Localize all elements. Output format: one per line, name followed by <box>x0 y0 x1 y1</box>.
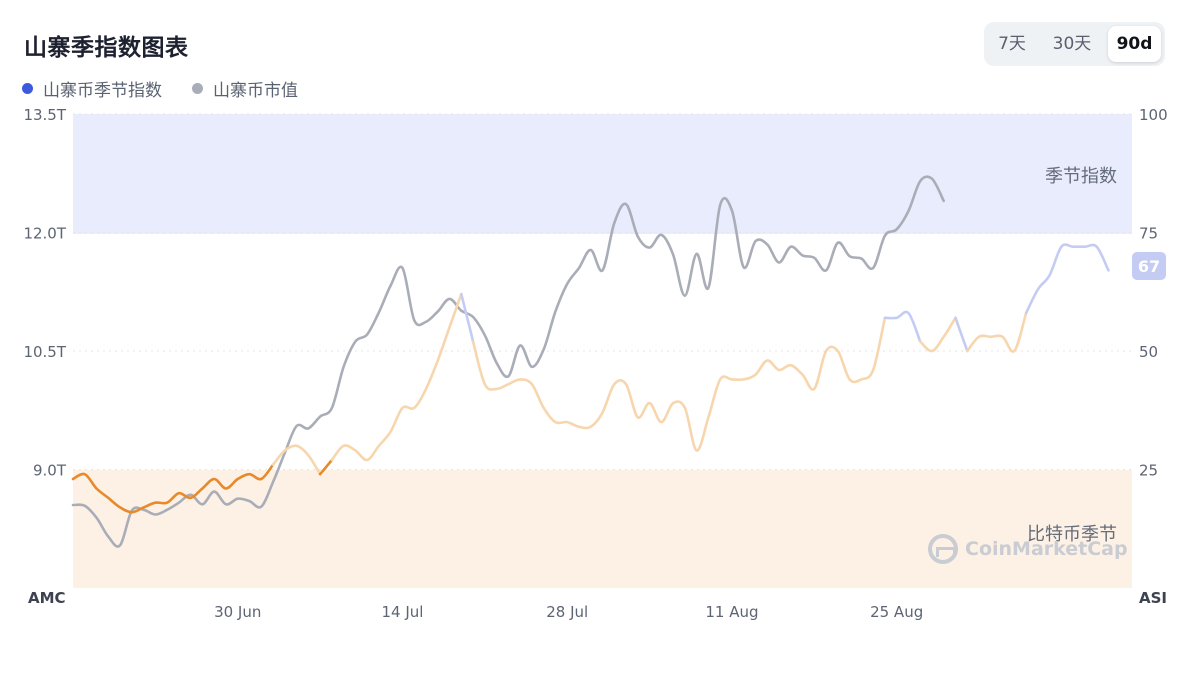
right-axis-tick: 100 <box>1139 106 1168 124</box>
right-axis-tick: 50 <box>1139 343 1158 361</box>
series-line-index-segment <box>471 316 887 452</box>
left-axis-tick: 10.5T <box>23 343 66 361</box>
legend-dot-index <box>22 83 33 94</box>
series-line-index-segment <box>966 311 1028 353</box>
right-axis-tick: 75 <box>1139 225 1158 243</box>
series-line-index-segment <box>1024 243 1110 315</box>
bitcoin-season-zone <box>73 470 1132 588</box>
bitcoin-season-label: 比特币季节 <box>1027 524 1117 545</box>
left-axis-label: AMC <box>28 589 66 607</box>
range-90d-button[interactable]: 90d <box>1108 26 1161 62</box>
left-axis-tick: 12.0T <box>23 225 66 243</box>
legend-dot-marketcap <box>192 83 203 94</box>
series-line-marketcap <box>71 175 945 548</box>
series-line-index-segment <box>954 316 969 353</box>
coinmarketcap-logo-icon <box>928 534 958 564</box>
legend-label-marketcap: 山寨币市值 <box>213 81 298 101</box>
series-line-index-segment <box>71 463 275 514</box>
x-axis-tick: 28 Jul <box>546 603 588 621</box>
x-axis-tick: 11 Aug <box>705 603 758 621</box>
legend-item-marketcap[interactable]: 山寨币市值 <box>192 76 298 101</box>
series-line-index-segment <box>460 292 475 343</box>
altcoin-season-label: 季节指数 <box>1045 166 1117 187</box>
left-axis-tick: 13.5T <box>23 106 66 124</box>
current-index-badge: 67 <box>1132 252 1166 280</box>
series-line-index-segment <box>918 316 957 353</box>
x-axis-tick: 14 Jul <box>381 603 423 621</box>
right-axis-tick: 25 <box>1139 462 1158 480</box>
series-line-index-segment <box>330 292 463 462</box>
x-axis-tick: 30 Jun <box>214 603 261 621</box>
altcoin-season-zone <box>73 114 1132 234</box>
range-7d-button[interactable]: 7天 <box>998 34 1026 54</box>
legend-label-index: 山寨币季节指数 <box>43 81 162 101</box>
right-axis-label: ASI <box>1139 589 1167 607</box>
series-line-index-segment <box>271 444 322 476</box>
watermark: CoinMarketCap <box>928 534 1128 564</box>
series-line-index-segment <box>883 310 922 343</box>
watermark-text: CoinMarketCap <box>965 538 1128 560</box>
x-axis-tick: 25 Aug <box>870 603 923 621</box>
legend-item-index[interactable]: 山寨币季节指数 <box>22 76 162 101</box>
time-range-selector: 7天 30天 90d <box>984 22 1165 66</box>
left-axis-tick: 9.0T <box>33 462 67 480</box>
chart-title: 山寨季指数图表 <box>24 35 189 61</box>
range-30d-button[interactable]: 30天 <box>1052 34 1092 54</box>
current-index-value: 67 <box>1138 257 1160 276</box>
